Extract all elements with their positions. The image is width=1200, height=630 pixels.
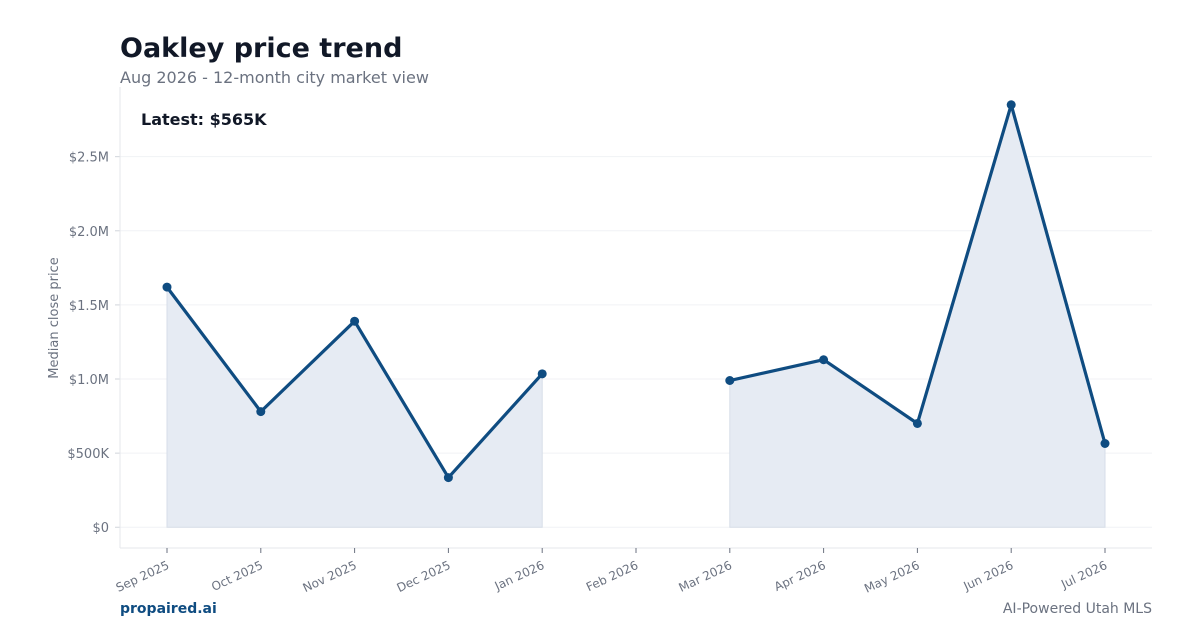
x-tick-label: Apr 2026 [772, 558, 828, 594]
chart-title: Oakley price trend [120, 33, 403, 64]
y-tick-label: $0 [92, 521, 109, 536]
x-tick-label: Oct 2025 [209, 558, 265, 594]
y-tick-label: $1.5M [69, 299, 109, 314]
latest-annotation: Latest: $565K [141, 110, 267, 129]
data-points [162, 100, 1110, 483]
axes [115, 87, 1152, 553]
x-tick-labels: Sep 2025 Oct 2025 Nov 2025 Dec 2025 Jan 2026… [114, 558, 1110, 596]
brand-logo-text: propaired.ai [120, 601, 217, 617]
data-point [443, 473, 453, 483]
data-point [350, 316, 360, 326]
area-fills [166, 102, 1106, 528]
x-tick-label: Feb 2026 [584, 558, 640, 594]
footer-tagline: AI-Powered Utah MLS [1002, 601, 1152, 617]
x-tick-label: Jan 2026 [492, 558, 547, 593]
x-tick-label: May 2026 [862, 558, 922, 596]
y-tick-label: $2.5M [69, 151, 109, 166]
x-tick-label: Sep 2025 [114, 558, 172, 595]
data-point [537, 369, 547, 379]
data-point [256, 407, 266, 417]
y-tick-label: $500K [67, 447, 109, 462]
data-point [1006, 100, 1016, 110]
x-tick-label: Nov 2025 [301, 558, 359, 595]
x-tick-label: Jun 2026 [961, 558, 1016, 594]
y-tick-label: $2.0M [69, 225, 109, 240]
data-point [819, 355, 829, 365]
y-tick-label: $1.0M [69, 373, 109, 388]
chart-subtitle: Aug 2026 - 12-month city market view [120, 68, 429, 87]
data-point [1100, 438, 1110, 448]
data-point [912, 418, 922, 428]
x-tick-label: Dec 2025 [395, 558, 453, 595]
y-axis-label: Median close price [47, 257, 62, 378]
data-point [162, 282, 172, 292]
y-tick-labels: $0 $500K $1.0M $1.5M $2.0M $2.5M [67, 151, 109, 537]
x-tick-label: Mar 2026 [676, 558, 734, 595]
x-tick-label: Jul 2026 [1058, 558, 1109, 592]
data-point [725, 375, 735, 385]
area-fill [729, 102, 1106, 528]
